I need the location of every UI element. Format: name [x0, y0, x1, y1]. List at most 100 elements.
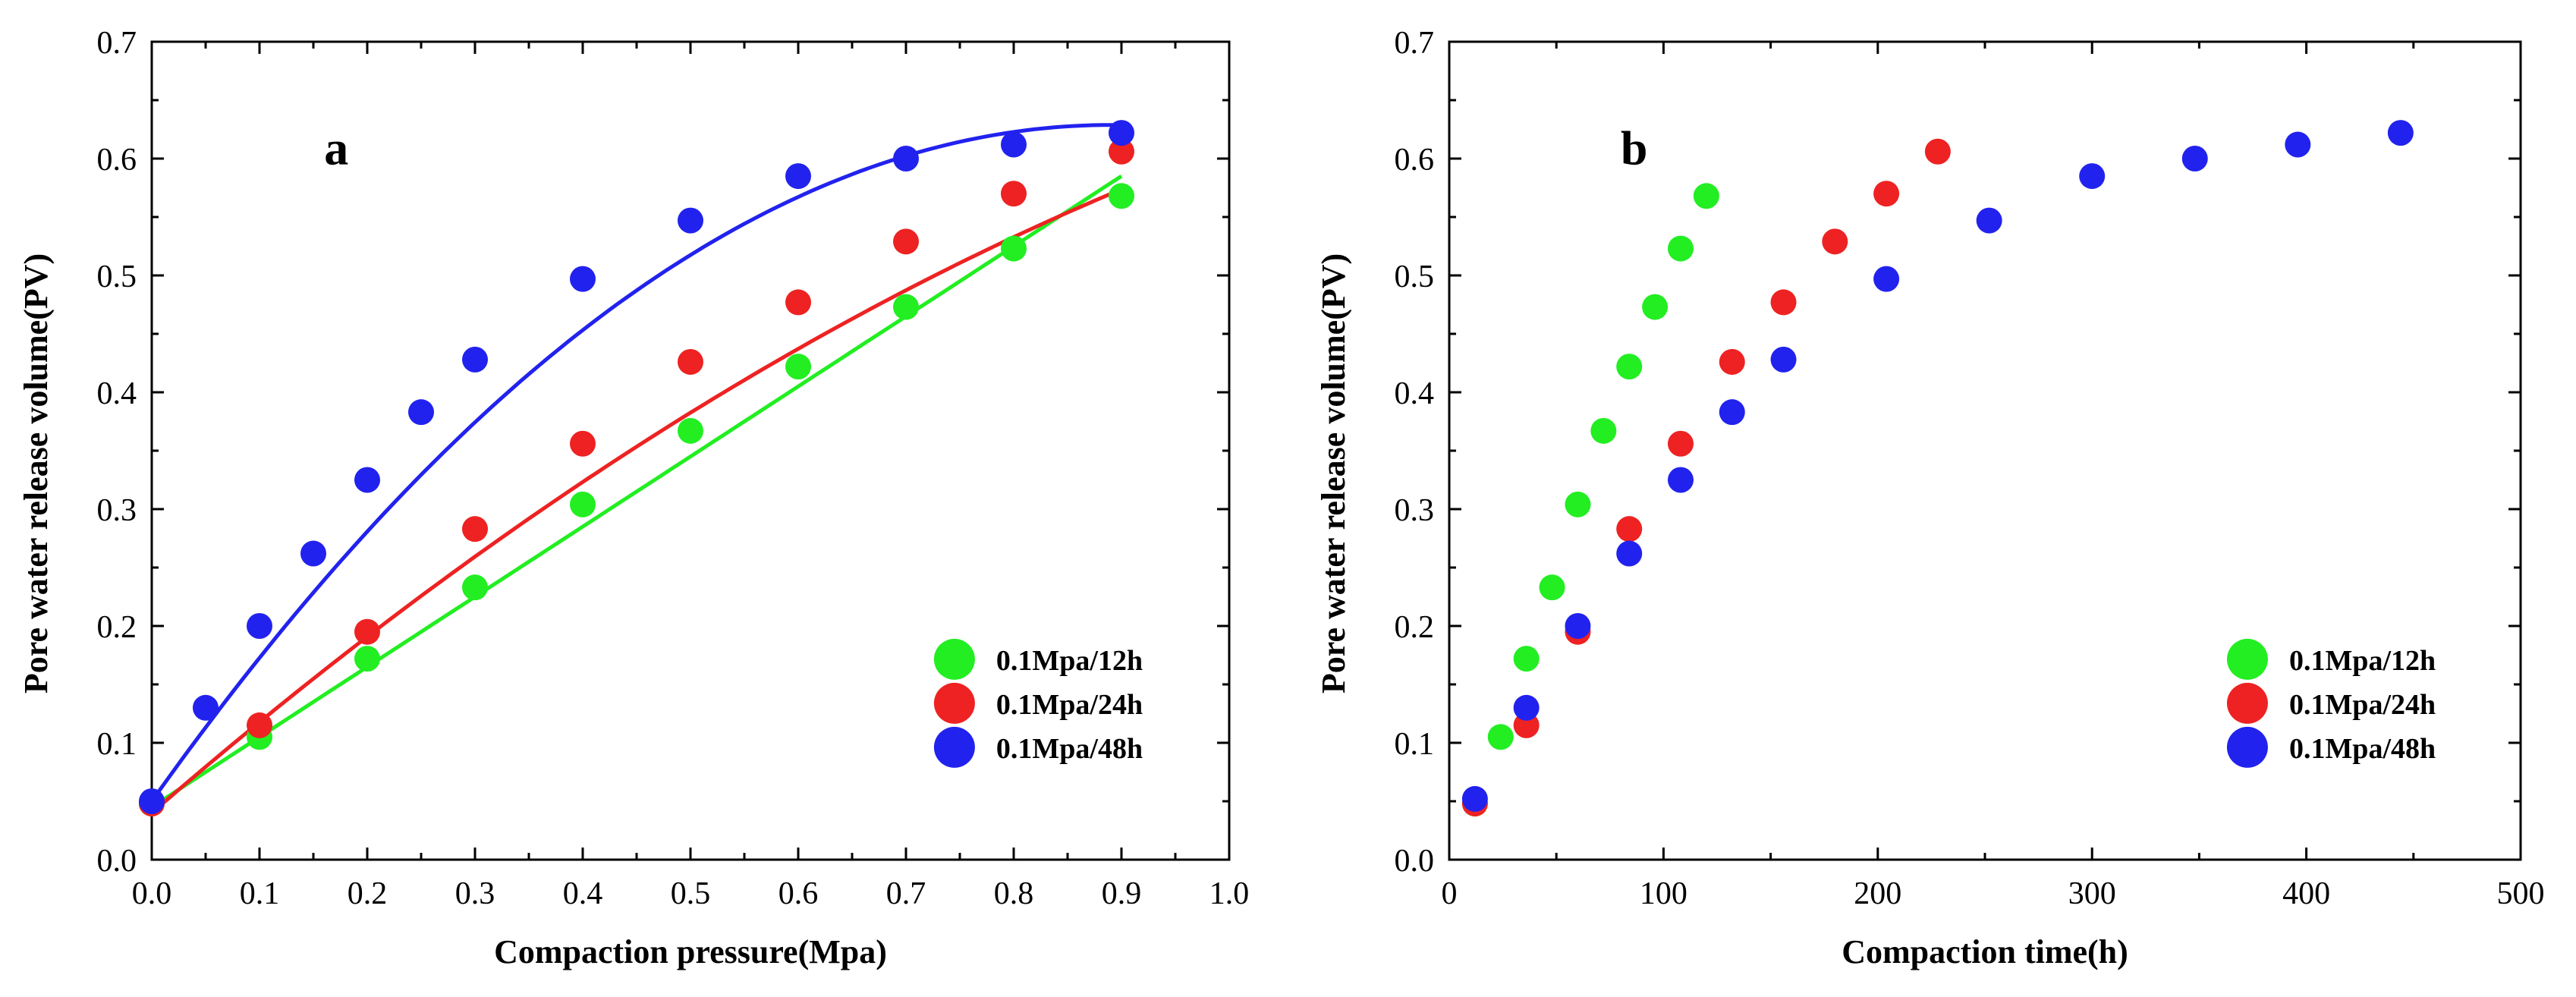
x-tick-label: 0.9	[1102, 876, 1142, 911]
fit-line	[150, 187, 1122, 815]
x-tick-label: 0.0	[132, 876, 172, 911]
data-point	[678, 207, 703, 234]
x-tick-label: 400	[2282, 876, 2330, 911]
y-tick-label: 0.3	[97, 493, 137, 528]
data-point	[1642, 294, 1669, 320]
x-tick-label: 200	[1854, 876, 1901, 911]
data-point	[408, 399, 434, 426]
data-point	[1873, 181, 1900, 207]
data-point	[2387, 120, 2414, 146]
data-point	[1565, 491, 1591, 517]
data-point	[300, 540, 326, 567]
data-point	[1565, 613, 1591, 639]
data-point	[2079, 163, 2106, 190]
data-point	[1616, 516, 1643, 543]
x-tick-label: 300	[2068, 876, 2116, 911]
y-tick-label: 0.6	[1395, 143, 1435, 178]
fit-line	[149, 123, 1122, 803]
data-point	[678, 348, 703, 375]
y-tick-label: 0.0	[1395, 844, 1435, 879]
x-tick-label: 0.2	[348, 876, 388, 911]
data-point	[1667, 467, 1694, 493]
data-point	[893, 146, 919, 171]
legend-label: 0.1Mpa/12h	[2289, 645, 2436, 677]
y-tick-label: 0.4	[97, 376, 137, 411]
legend-label: 0.1Mpa/12h	[996, 645, 1143, 677]
data-point	[1461, 785, 1488, 812]
data-point	[1924, 138, 1951, 165]
x-tick-label: 100	[1640, 876, 1687, 911]
data-point	[1001, 235, 1027, 262]
legend-label: 0.1Mpa/24h	[996, 689, 1143, 721]
data-point	[2181, 146, 2208, 171]
data-point	[2285, 131, 2311, 158]
y-tick-label: 0.7	[97, 26, 137, 61]
data-point	[1487, 724, 1514, 750]
y-tick-label: 0.4	[1395, 376, 1435, 411]
y-tick-label: 0.6	[97, 143, 137, 178]
panel-a: 0.0 0.1 0.2 0.3 0.4 0.5 0.6 0.7 0.8 0.9 1.0 0.0 0.1 0…	[17, 26, 1249, 970]
x-tick-label: 0.3	[455, 876, 495, 911]
legend-marker	[2226, 726, 2268, 768]
y-tick-label: 0.5	[97, 259, 137, 294]
data-point	[462, 516, 488, 543]
y-tick-label: 0.0	[97, 844, 137, 879]
data-point	[785, 354, 811, 380]
legend-label: 0.1Mpa/24h	[2289, 689, 2436, 721]
data-point	[570, 430, 596, 457]
y-tick-label: 0.3	[1395, 493, 1435, 528]
x-tick-label: 0.6	[778, 876, 819, 911]
data-point	[785, 163, 811, 190]
panel-label: a	[324, 121, 348, 175]
data-point	[354, 618, 380, 645]
data-point	[1719, 348, 1745, 375]
legend-label: 0.1Mpa/48h	[996, 733, 1143, 765]
data-point	[1616, 540, 1643, 567]
data-point	[354, 467, 380, 493]
data-point	[1513, 694, 1540, 721]
x-tick-label: 500	[2497, 876, 2545, 911]
data-point	[247, 712, 272, 738]
data-point	[1976, 207, 2002, 234]
data-point	[678, 417, 703, 444]
data-point	[1109, 183, 1134, 209]
data-point	[247, 613, 272, 639]
legend-marker	[933, 638, 975, 680]
x-axis-title: Compaction pressure(Mpa)	[494, 933, 887, 970]
data-point	[1770, 346, 1797, 373]
x-tick-label: 0.1	[240, 876, 280, 911]
x-axis-title: Compaction time(h)	[1842, 933, 2128, 970]
y-tick-label: 0.2	[97, 610, 137, 645]
y-tick-label: 0.5	[1395, 259, 1435, 294]
x-tick-label: 0	[1442, 876, 1458, 911]
data-point	[1822, 228, 1848, 255]
fit-line	[150, 175, 1123, 809]
data-point	[1693, 183, 1719, 209]
data-point	[785, 289, 811, 316]
data-point	[354, 646, 380, 672]
data-point	[1513, 646, 1540, 672]
data-point	[139, 788, 165, 814]
data-point	[462, 574, 488, 601]
data-point	[1667, 430, 1694, 457]
y-tick-label: 0.7	[1395, 26, 1435, 61]
y-axis-title: Pore water release volume(PV)	[17, 253, 55, 693]
data-point	[1667, 235, 1694, 262]
legend-marker	[933, 726, 975, 768]
data-point	[1770, 289, 1797, 316]
x-tick-label: 0.5	[671, 876, 711, 911]
data-point	[1873, 266, 1900, 292]
data-point	[1539, 574, 1565, 601]
x-tick-label: 0.7	[886, 876, 926, 911]
data-point	[1616, 354, 1643, 380]
data-point	[1001, 131, 1027, 158]
data-point	[1001, 181, 1027, 207]
panel-label: b	[1621, 121, 1648, 175]
data-point	[1109, 138, 1134, 165]
legend-marker	[933, 682, 975, 724]
x-tick-label: 1.0	[1209, 876, 1250, 911]
data-point	[1109, 120, 1134, 146]
data-point	[1719, 399, 1745, 426]
y-tick-label: 0.2	[1395, 610, 1435, 645]
